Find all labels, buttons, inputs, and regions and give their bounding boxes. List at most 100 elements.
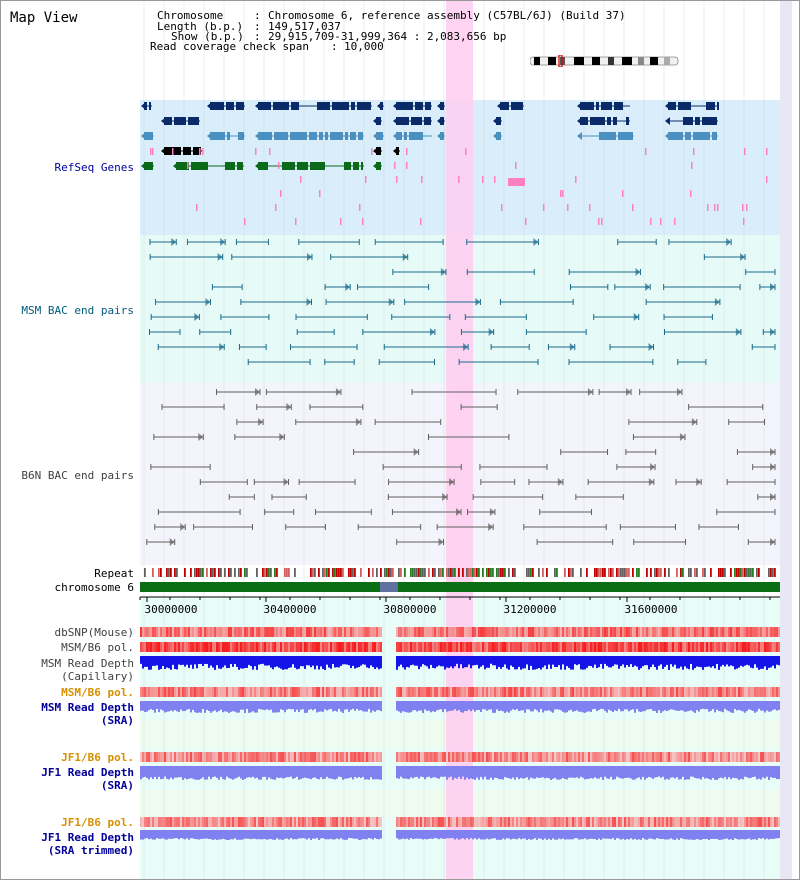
msm-b6-pol2-heat-cell — [650, 687, 652, 697]
chromosome-bar — [140, 582, 780, 592]
jf1-b6-pol2-heat-cell — [762, 817, 764, 827]
jf1-b6-pol2-heat-cell — [246, 817, 248, 827]
msm-b6-pol2-heat-cell — [316, 687, 318, 697]
jf1-b6-pol2-heat-cell — [274, 817, 276, 827]
dbsnp-heat-cell — [542, 627, 544, 637]
msm-bac-arrow — [633, 313, 639, 321]
refseq-gene-arrow — [493, 117, 498, 125]
msm-depth-cap-bar — [170, 656, 172, 670]
jf1-b6-pol-heat-cell — [380, 752, 382, 762]
msm-depth-sra-bar — [622, 701, 624, 712]
refseq-snp-tick — [482, 176, 484, 183]
msm-depth-cap-bar — [316, 656, 318, 666]
jf1-b6-pol2-heat-cell — [650, 817, 652, 827]
dbsnp-heat-cell — [664, 627, 666, 637]
jf1-b6-pol2-heat-cell — [182, 817, 184, 827]
dbsnp-heat-cell — [334, 627, 336, 637]
msm-depth-sra-bar — [672, 701, 674, 710]
refseq-gene-exon — [424, 117, 431, 125]
msm-depth-cap-bar — [308, 656, 310, 666]
msm-b6-pol2-heat-cell — [700, 687, 702, 697]
jf1-depth-trim-bar — [520, 830, 522, 840]
dbsnp-heat-cell — [282, 627, 284, 637]
jf1-b6-pol-heat-cell — [372, 752, 374, 762]
refseq-snp-tick — [693, 148, 695, 155]
jf1-depth-sra-bar — [680, 766, 682, 780]
msm-depth-cap-bar — [760, 656, 762, 669]
msm-b6-pol2-heat-cell — [154, 687, 156, 697]
jf1-b6-pol-heat-cell — [716, 752, 718, 762]
jf1-depth-trim-bar — [696, 830, 698, 839]
jf1-depth-sra-bar — [142, 766, 144, 778]
refseq-gene-exon — [496, 132, 501, 140]
jf1-b6-pol-heat-cell — [360, 752, 362, 762]
msm-bac-arrow — [635, 268, 641, 276]
msm-depth-sra-bar — [242, 701, 244, 710]
jf1-depth-sra-bar — [690, 766, 692, 777]
msm-depth-sra-bar — [468, 701, 470, 710]
msm-b6-pol2-heat-cell — [268, 687, 270, 697]
jf1-b6-pol2-heat-cell — [700, 817, 702, 827]
refseq-gene-exon — [227, 132, 230, 140]
msm-b6-pol2-heat-cell — [486, 687, 488, 697]
msm-b6-pol2-heat-cell — [522, 687, 524, 697]
msm-depth-sra-bar — [640, 701, 642, 713]
jf1-b6-pol-heat-cell — [420, 752, 422, 762]
jf1-b6-pol2-heat-cell — [380, 817, 382, 827]
msm-b6-pol2-heat-cell — [434, 687, 436, 697]
msm-depth-cap-bar — [552, 656, 554, 665]
repeat-mark — [656, 568, 658, 577]
msm-b6-pol2-heat-cell — [166, 687, 168, 697]
b6n-bac-arrow — [283, 478, 289, 486]
jf1-b6-pol-heat-cell — [330, 752, 332, 762]
jf1-b6-pol2-heat-cell — [330, 817, 332, 827]
msm-depth-cap-bar — [632, 656, 634, 668]
msm-b6-pol-heat-cell — [248, 642, 250, 652]
dbsnp-heat-cell — [694, 627, 696, 637]
msm-b6-pol2-heat-cell — [208, 687, 210, 697]
refseq-gene-exon — [353, 162, 359, 170]
show-label: Show (b.p.) — [171, 30, 244, 43]
jf1-b6-pol-heat-cell — [490, 752, 492, 762]
msm-b6-pol-heat-cell — [768, 642, 770, 652]
dbsnp-heat-cell — [400, 627, 402, 637]
jf1-b6-pol2-heat-cell — [602, 817, 604, 827]
jf1-depth-sra-bar — [550, 766, 552, 780]
jf1-b6-pol-heat-cell — [464, 752, 466, 762]
dbsnp-heat-cell — [602, 627, 604, 637]
chromosome-ideogram[interactable] — [529, 52, 682, 71]
jf1-b6-pol2-heat-cell — [458, 817, 460, 827]
msm-depth-cap-bar — [368, 656, 370, 669]
dbsnp-heat-cell — [312, 627, 314, 637]
jf1-b6-pol-heat-cell — [750, 752, 752, 762]
msm-depth-sra-bar — [668, 701, 670, 711]
jf1-depth-trim-bar — [560, 830, 562, 840]
jf1-depth-sra-bar — [710, 766, 712, 780]
msm-b6-pol-heat-cell — [220, 642, 222, 652]
msm-bac-arrow — [345, 283, 351, 291]
repeat-mark — [200, 568, 202, 577]
dbsnp-heat-cell — [760, 627, 762, 637]
dbsnp-heat-cell — [418, 627, 420, 637]
msm-b6-pol-heat-cell — [302, 642, 304, 652]
msm-b6-pol-heat-cell — [406, 642, 408, 652]
jf1-depth-sra-bar — [314, 766, 316, 778]
msm-b6-pol-heat-cell — [266, 642, 268, 652]
dbsnp-heat-cell — [732, 627, 734, 637]
refseq-snp-tick — [543, 204, 545, 211]
jf1-b6-pol-heat-cell — [160, 752, 162, 762]
msm-bac-arrow — [463, 343, 469, 351]
jf1-b6-pol-heat-cell — [272, 752, 274, 762]
repeat-mark — [196, 568, 198, 577]
msm-depth-cap-bar — [738, 656, 740, 668]
msm-b6-pol2-heat-cell — [768, 687, 770, 697]
msm-b6-pol2-heat-cell — [538, 687, 540, 697]
dbsnp-heat-cell — [252, 627, 254, 637]
refseq-gene-exon — [258, 162, 268, 170]
refseq-gene-exon — [404, 132, 407, 140]
msm-b6-pol2-heat-cell — [222, 687, 224, 697]
jf1-b6-pol-heat-cell — [304, 752, 306, 762]
jf1-b6-pol-heat-cell — [710, 752, 712, 762]
jf1-b6-pol-heat-cell — [222, 752, 224, 762]
